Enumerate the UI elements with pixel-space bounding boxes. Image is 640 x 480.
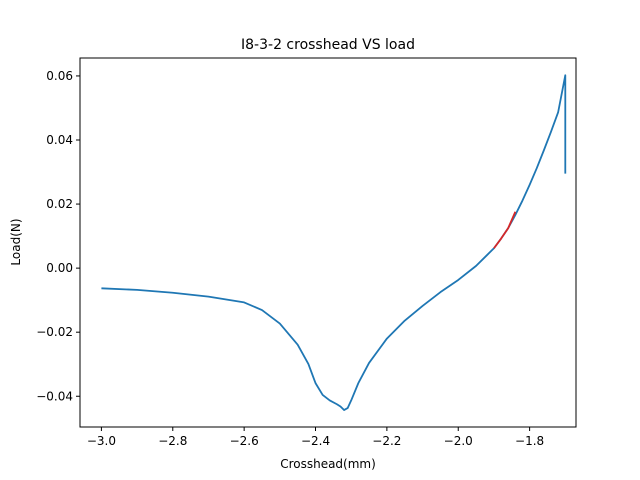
series-line-1 xyxy=(493,211,517,249)
x-tick-label: −2.8 xyxy=(158,434,187,448)
y-tick-label: 0.04 xyxy=(46,133,73,147)
y-tick-label: −0.04 xyxy=(36,389,73,403)
plot-frame xyxy=(79,57,577,428)
y-tick-label: 0.02 xyxy=(46,197,73,211)
y-tick-label: −0.02 xyxy=(36,325,73,339)
x-tick-label: −2.2 xyxy=(372,434,401,448)
x-axis-label: Crosshead(mm) xyxy=(280,457,376,471)
x-tick-label: −1.8 xyxy=(515,434,544,448)
y-tick-label: 0.00 xyxy=(46,261,73,275)
x-tick-label: −3.0 xyxy=(87,434,116,448)
x-tick-label: −2.0 xyxy=(444,434,473,448)
y-tick-label: 0.06 xyxy=(46,69,73,83)
x-tick-label: −2.6 xyxy=(230,434,259,448)
series-line-0 xyxy=(101,74,567,411)
x-axis-ticks: −3.0 −2.8 −2.6 −2.4 −2.2 −2.0 −1.8 xyxy=(87,427,544,448)
y-axis-label: Load(N) xyxy=(9,218,23,265)
x-tick-label: −2.4 xyxy=(301,434,330,448)
y-axis-ticks: −0.04 −0.02 0.00 0.02 0.04 0.06 xyxy=(36,69,80,403)
chart-title: I8-3-2 crosshead VS load xyxy=(241,37,415,53)
plot-lines xyxy=(101,74,567,411)
